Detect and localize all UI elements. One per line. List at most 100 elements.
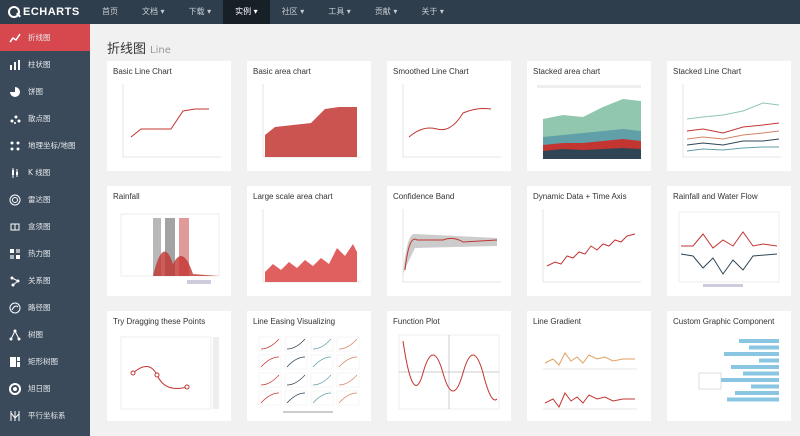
example-card-thumbnail [262, 84, 361, 158]
example-card-title: Stacked area chart [533, 67, 601, 76]
example-card-thumbnail [542, 209, 641, 283]
sidebar-item[interactable]: 折线图 [0, 24, 90, 51]
treemap-icon [9, 356, 21, 368]
example-card-thumbnail [537, 85, 641, 159]
example-card[interactable]: Custom Graphic Component [667, 311, 791, 421]
example-card[interactable]: Smoothed Line Chart [387, 61, 511, 171]
sidebar-item-label: 盒须图 [28, 222, 51, 231]
candlestick-icon [9, 167, 21, 179]
sidebar-item[interactable]: 热力图 [0, 240, 90, 267]
sidebar-item-label: 柱状图 [28, 60, 51, 69]
sidebar-item[interactable]: 盒须图 [0, 213, 90, 240]
sidebar-item-label: 矩形树图 [28, 357, 58, 366]
line-chart-icon [9, 32, 21, 44]
example-card-thumbnail [543, 352, 637, 410]
sidebar-item-label: 关系图 [28, 276, 51, 285]
example-card-title: Function Plot [393, 317, 440, 326]
main-content: 折线图 Line Basic Line Chart Basic area chart… [90, 24, 800, 436]
page-title: 折线图 Line [107, 38, 171, 57]
sidebar-item[interactable]: 矩形树图 [0, 348, 90, 375]
bar-chart-icon [9, 59, 21, 71]
example-card-title: Try Dragging these Points [113, 317, 206, 326]
sidebar-item-label: 热力图 [28, 249, 51, 258]
sidebar-item[interactable]: K 线图 [0, 159, 90, 186]
sidebar-item-label: 散点图 [28, 114, 51, 123]
example-card[interactable]: Confidence Band [387, 186, 511, 296]
sidebar-item[interactable]: 地理坐标/地图 [0, 132, 90, 159]
sidebar-item-label: 地理坐标/地图 [28, 141, 76, 150]
example-card[interactable]: Basic area chart [247, 61, 371, 171]
nav-item[interactable]: 首页 [102, 7, 118, 16]
example-card[interactable]: Basic Line Chart [107, 61, 231, 171]
nav-item[interactable]: 工具 ▾ [328, 7, 351, 16]
sidebar-item-label: K 线图 [28, 168, 51, 177]
sidebar-item[interactable]: 平行坐标系 [0, 402, 90, 429]
example-card-thumbnail [122, 84, 221, 158]
tree-icon [9, 329, 21, 341]
page-subtitle: Line [150, 45, 171, 56]
sidebar-item[interactable]: 饼图 [0, 78, 90, 105]
scatter-icon [9, 113, 21, 125]
sidebar-item[interactable]: 关系图 [0, 267, 90, 294]
sidebar-item-label: 折线图 [28, 33, 51, 42]
example-card-title: Basic area chart [253, 67, 311, 76]
example-card-thumbnail [120, 213, 220, 284]
sidebar-item-label: 树图 [28, 330, 43, 339]
sunburst-icon [9, 382, 21, 395]
example-card[interactable]: Rainfall [107, 186, 231, 296]
example-card-title: Stacked Line Chart [673, 67, 742, 76]
sidebar-item[interactable]: 雷达图 [0, 186, 90, 213]
example-card[interactable]: Line Gradient [527, 311, 651, 421]
example-card-title: Large scale area chart [253, 192, 333, 201]
example-card[interactable]: Dynamic Data + Time Axis [527, 186, 651, 296]
example-card[interactable]: Function Plot [387, 311, 511, 421]
sidebar-item-label: 路径图 [28, 303, 51, 312]
nav-item[interactable]: 文档 ▾ [142, 7, 165, 16]
example-card-title: Line Gradient [533, 317, 582, 326]
example-card-title: Basic Line Chart [113, 67, 172, 76]
sidebar-item[interactable]: 路径图 [0, 294, 90, 321]
example-card-thumbnail [678, 211, 780, 287]
map-icon [9, 140, 21, 152]
pie-chart-icon [9, 86, 21, 98]
nav-item[interactable]: 关于 ▾ [421, 7, 444, 16]
sidebar-item-label: 雷达图 [28, 195, 51, 204]
example-card[interactable]: Stacked Line Chart [667, 61, 791, 171]
lines-icon [9, 302, 21, 314]
example-card[interactable]: Stacked area chart [527, 61, 651, 171]
example-card-title: Line Easing Visualizing [253, 317, 336, 326]
example-card-thumbnail [402, 84, 501, 158]
example-card-thumbnail [120, 336, 219, 410]
example-card-title: Smoothed Line Chart [393, 67, 469, 76]
nav-item[interactable]: 贡献 ▾ [374, 7, 398, 16]
nav-item[interactable]: 社区 ▾ [281, 7, 305, 16]
example-card-thumbnail [698, 339, 779, 402]
page-title-text: 折线图 [107, 42, 147, 57]
logo-icon [8, 6, 20, 18]
example-card-thumbnail [682, 84, 781, 158]
example-card[interactable]: Line Easing Visualizing [247, 311, 371, 421]
example-card-title: Dynamic Data + Time Axis [533, 192, 627, 201]
heatmap-icon [9, 248, 21, 260]
sidebar-item[interactable]: 散点图 [0, 105, 90, 132]
example-card-thumbnail [398, 334, 500, 410]
example-card-title: Custom Graphic Component [673, 317, 775, 326]
example-card[interactable]: Large scale area chart [247, 186, 371, 296]
sidebar-item-label: 饼图 [28, 87, 43, 96]
example-card-title: Rainfall and Water Flow [673, 192, 758, 201]
sidebar-item[interactable]: 柱状图 [0, 51, 90, 78]
nav-item[interactable]: 实例 ▾ [223, 0, 270, 24]
parallel-icon [9, 410, 21, 422]
echarts-logo[interactable]: ECHARTS [0, 0, 90, 24]
example-card-title: Rainfall [113, 192, 140, 201]
nav-item[interactable]: 下载 ▾ [188, 7, 212, 16]
example-card-title: Confidence Band [393, 192, 455, 201]
example-card-thumbnail [402, 209, 501, 283]
example-card[interactable]: Rainfall and Water Flow [667, 186, 791, 296]
sidebar-item[interactable]: 树图 [0, 321, 90, 348]
example-card[interactable]: Try Dragging these Points [107, 311, 231, 421]
boxplot-icon [9, 221, 21, 233]
sidebar-item-label: 旭日图 [28, 384, 51, 393]
top-navbar: ECHARTS 首页 文档 ▾ 下载 ▾ 实例 ▾ 社区 ▾ 工具 ▾ 贡献 ▾ 关于 ▾ [0, 0, 800, 24]
sidebar-item[interactable]: 旭日图 [0, 375, 90, 402]
